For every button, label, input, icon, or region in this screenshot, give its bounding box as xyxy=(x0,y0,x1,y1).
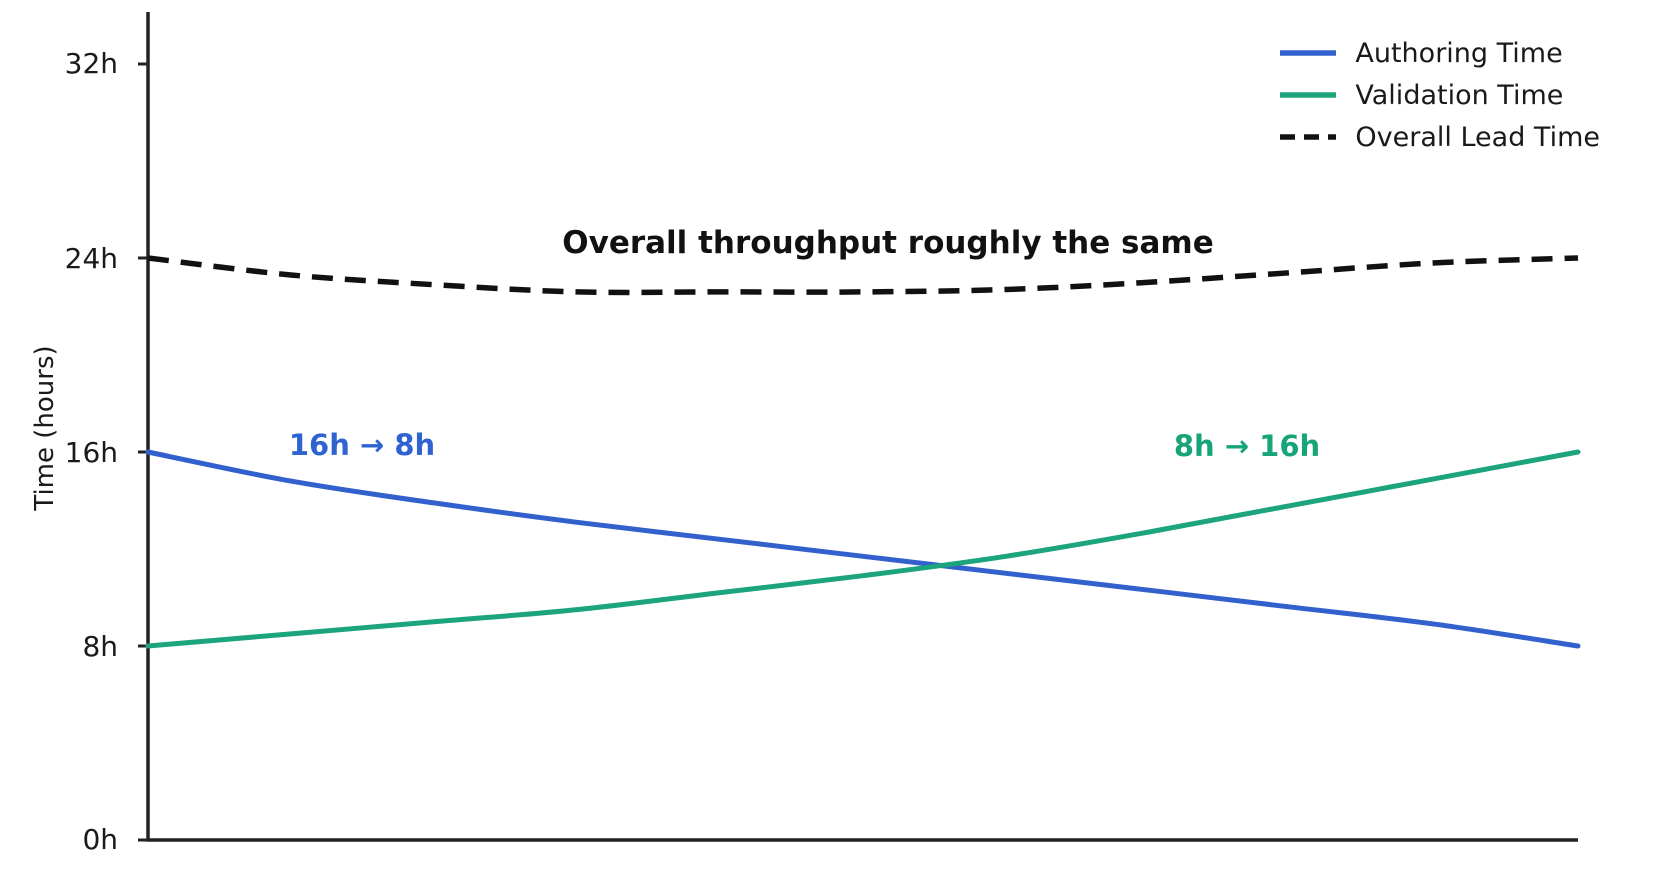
y-tick-label-32h: 32h xyxy=(64,47,118,80)
validation-line-swatch xyxy=(1280,92,1337,98)
legend-item-overall-lead-time: Overall Lead Time xyxy=(1279,116,1600,158)
annotation-overall-throughput: Overall throughput roughly the same xyxy=(562,225,1214,261)
legend-item-authoring-time: Authoring Time xyxy=(1279,32,1600,74)
legend-label-authoring-time: Authoring Time xyxy=(1355,37,1563,69)
y-tick-label-0h: 0h xyxy=(82,823,118,856)
legend: Authoring Time Validation Time Overall L… xyxy=(1279,32,1600,158)
y-tick-label-24h: 24h xyxy=(64,242,118,275)
y-tick-label-8h: 8h xyxy=(82,630,118,663)
legend-label-validation-time: Validation Time xyxy=(1355,79,1564,111)
annotation-authoring-change: 16h → 8h xyxy=(288,428,436,462)
legend-label-overall-lead-time: Overall Lead Time xyxy=(1355,121,1600,153)
y-axis-title: Time (hours) xyxy=(30,345,60,511)
annotation-validation-change: 8h → 16h xyxy=(1173,429,1321,463)
overall-lead-line-swatch xyxy=(1280,134,1337,140)
y-tick-label-16h: 16h xyxy=(64,436,118,469)
authoring-line-swatch xyxy=(1280,50,1337,56)
legend-item-validation-time: Validation Time xyxy=(1279,74,1600,116)
